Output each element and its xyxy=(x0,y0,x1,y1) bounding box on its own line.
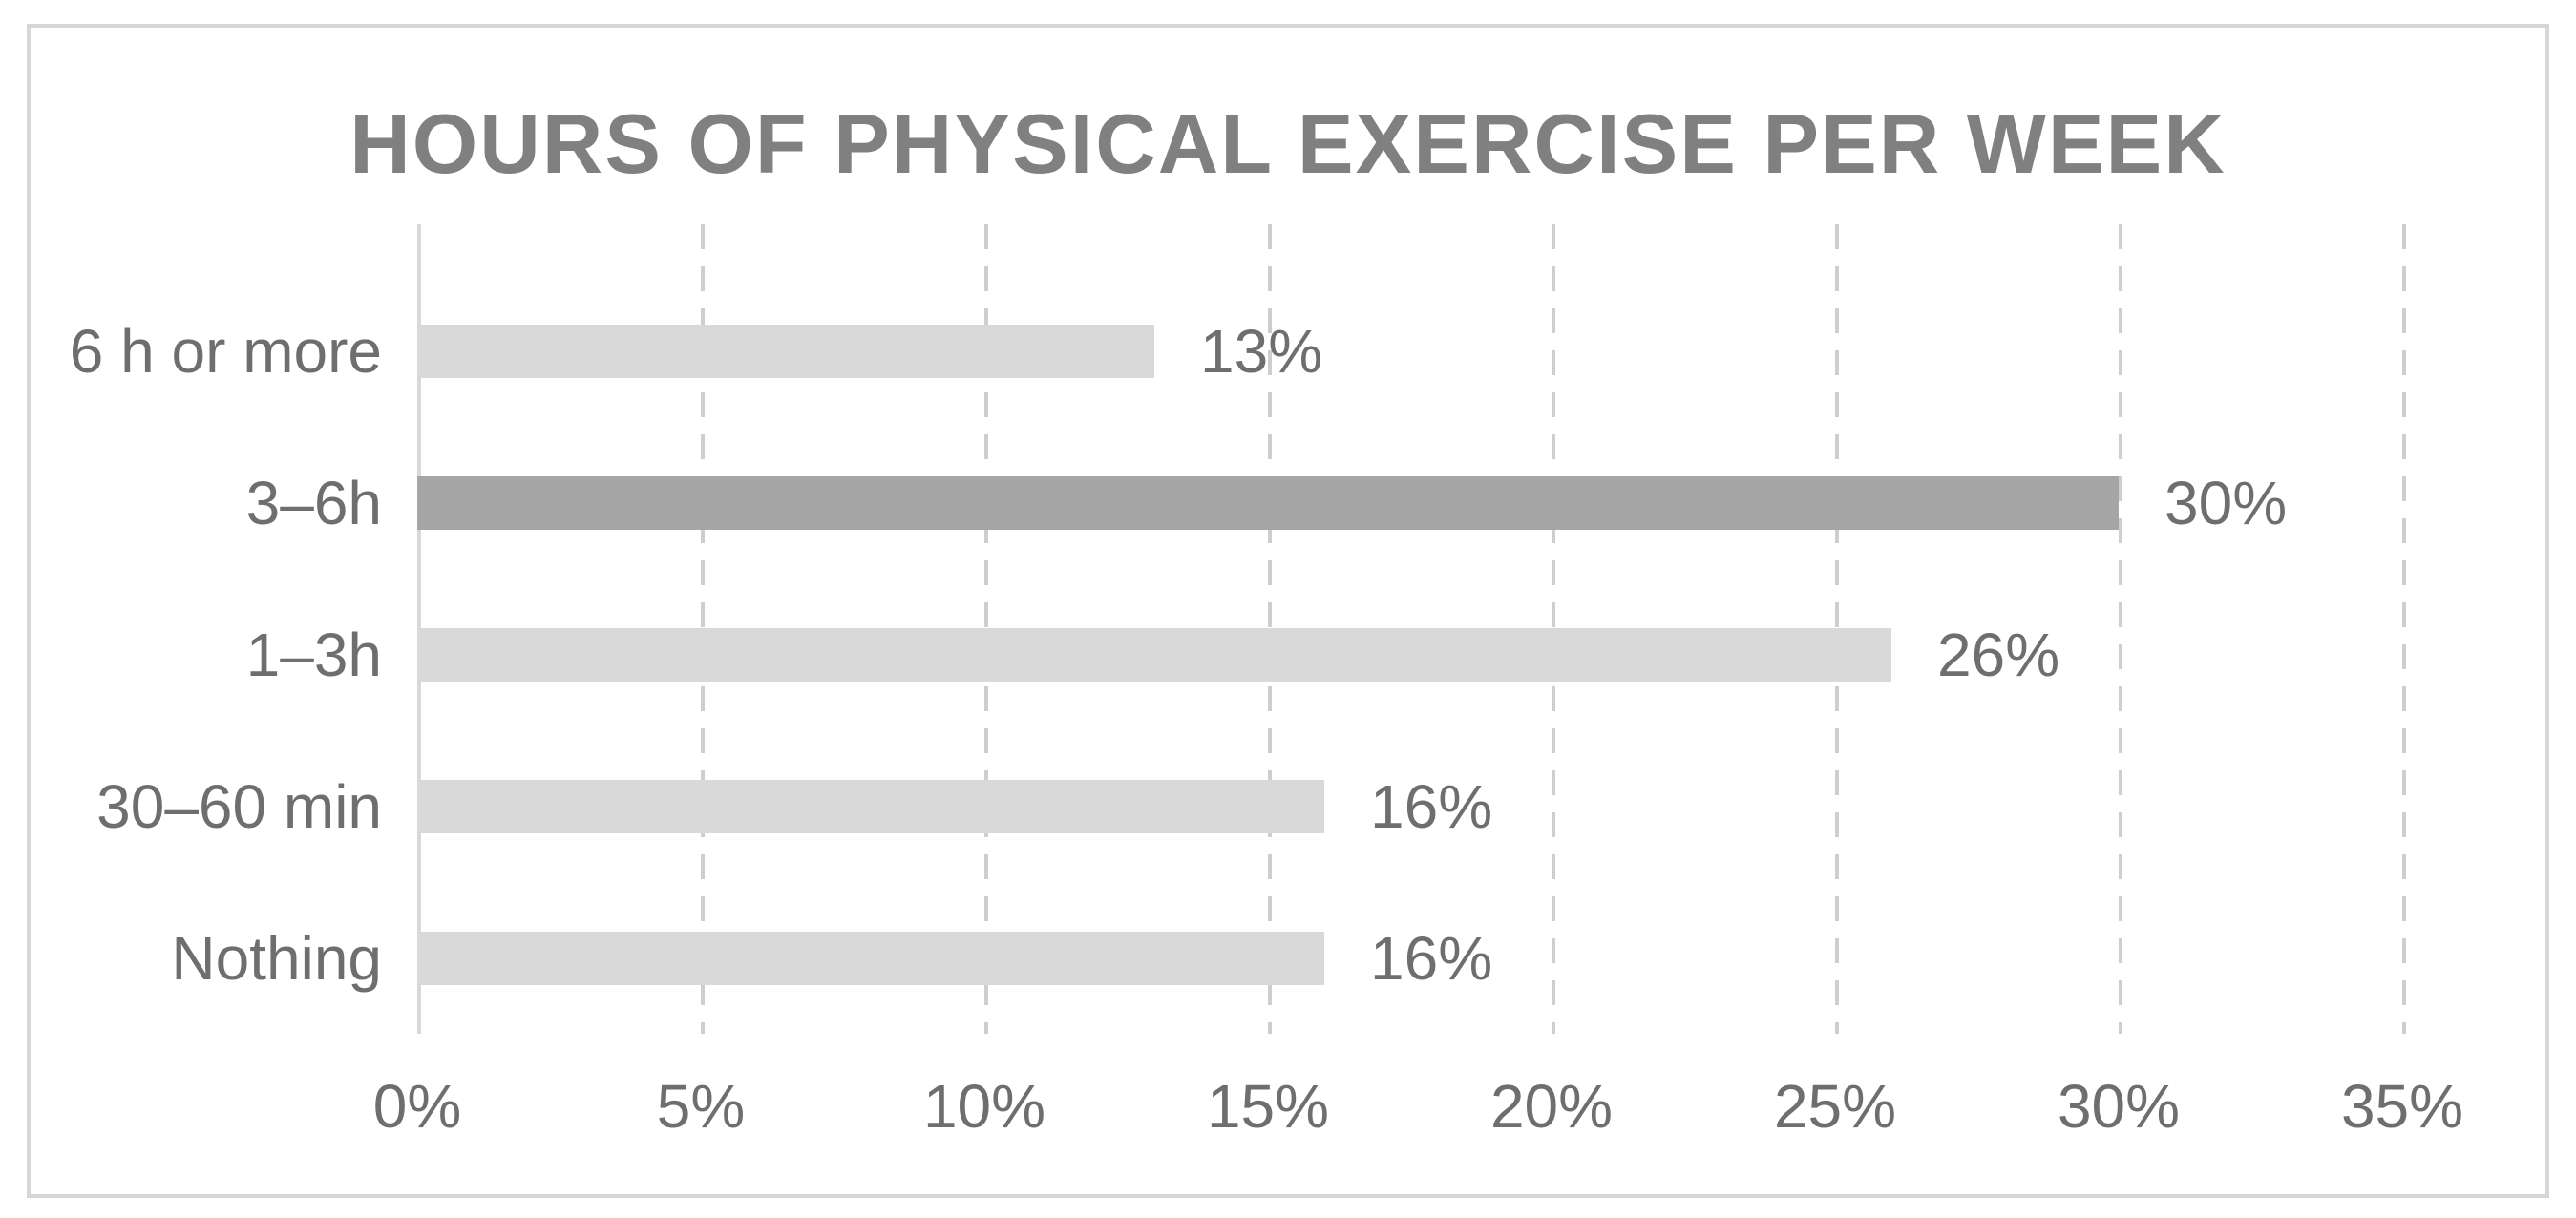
x-tick-label: 0% xyxy=(372,1072,462,1141)
x-tick-label: 15% xyxy=(1206,1072,1330,1141)
chart-frame xyxy=(27,24,2549,1198)
value-label: 30% xyxy=(2164,469,2288,537)
category-label: 30–60 min xyxy=(96,772,382,841)
value-label: 13% xyxy=(1200,317,1323,386)
value-label: 16% xyxy=(1370,772,1493,841)
chart-title: HOURS OF PHYSICAL EXERCISE PER WEEK xyxy=(349,96,2227,191)
value-label: 26% xyxy=(1937,620,2060,689)
x-tick-label: 30% xyxy=(2057,1072,2181,1141)
bar xyxy=(417,476,2119,530)
category-label: 6 h or more xyxy=(69,317,382,386)
x-tick-label: 35% xyxy=(2340,1072,2464,1141)
x-gridline xyxy=(2402,224,2406,1034)
x-tick-label: 5% xyxy=(656,1072,746,1141)
bar xyxy=(417,628,1891,682)
x-tick-label: 25% xyxy=(1773,1072,1897,1141)
x-gridline xyxy=(2119,224,2122,1034)
x-tick-label: 20% xyxy=(1489,1072,1614,1141)
plot-area: 13% 30% 26% 16% 16% xyxy=(417,224,2473,1034)
bar xyxy=(417,325,1154,378)
value-label: 16% xyxy=(1370,924,1493,993)
category-label: Nothing xyxy=(171,924,382,993)
bar xyxy=(417,932,1324,985)
category-label: 3–6h xyxy=(245,469,382,537)
x-tick-label: 10% xyxy=(922,1072,1046,1141)
category-label: 1–3h xyxy=(245,620,382,689)
bar xyxy=(417,780,1324,833)
